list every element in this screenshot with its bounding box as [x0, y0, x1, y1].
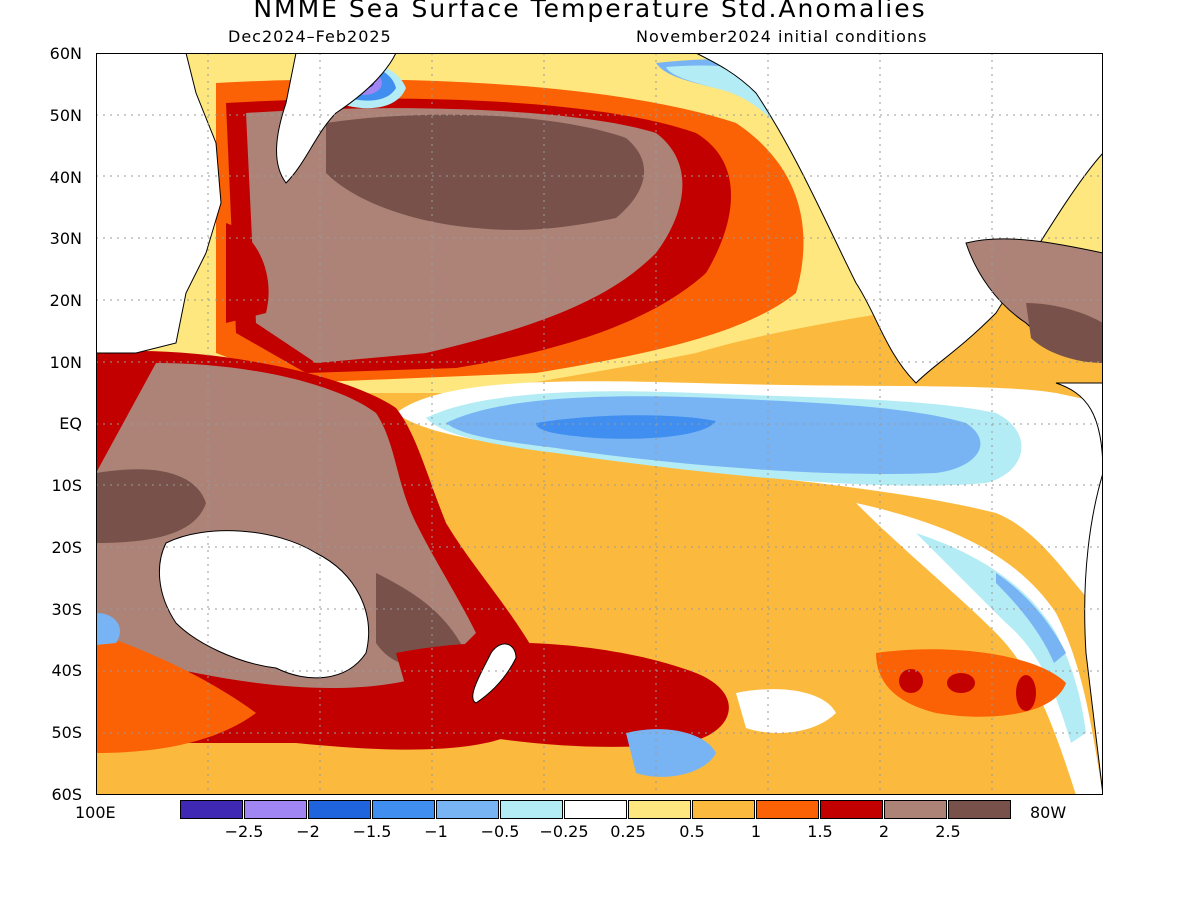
- lat-label-20s: 20S: [51, 538, 82, 557]
- lon-label-right: 80W: [1030, 803, 1067, 822]
- lat-label-50s: 50S: [51, 723, 82, 742]
- lat-label-30n: 30N: [49, 229, 82, 248]
- lat-label-20n: 20N: [49, 291, 82, 310]
- legend-label: 2.5: [935, 822, 961, 841]
- lat-label-40n: 40N: [49, 168, 82, 187]
- legend-swatch: [308, 800, 371, 819]
- map-title: NMME Sea Surface Temperature Std.Anomali…: [253, 0, 927, 23]
- legend-swatch: [948, 800, 1011, 819]
- lat-label-10s: 10S: [51, 476, 82, 495]
- lat-label-30s: 30S: [51, 600, 82, 619]
- lat-label-60s: 60S: [51, 785, 82, 804]
- lat-label-40s: 40S: [51, 661, 82, 680]
- legend-label: 1.5: [807, 822, 833, 841]
- legend-swatch: [180, 800, 243, 819]
- legend-label: 0.25: [610, 822, 646, 841]
- legend-label: −2: [296, 822, 320, 841]
- legend-swatch: [628, 800, 691, 819]
- legend-swatch: [372, 800, 435, 819]
- legend-swatch: [564, 800, 627, 819]
- lon-label-left: 100E: [75, 803, 116, 822]
- legend-swatch: [756, 800, 819, 819]
- forecast-period: Dec2024–Feb2025: [228, 27, 392, 46]
- lat-label-60n: 60N: [49, 44, 82, 63]
- legend-swatch: [884, 800, 947, 819]
- lat-label-50n: 50N: [49, 106, 82, 125]
- legend-swatch: [692, 800, 755, 819]
- legend-label: −0.25: [539, 822, 589, 841]
- legend-label: −1.5: [352, 822, 392, 841]
- color-legend: [180, 800, 1012, 819]
- legend-label: 2: [878, 822, 890, 841]
- legend-label: −2.5: [224, 822, 264, 841]
- legend-swatch: [244, 800, 307, 819]
- legend-swatch: [500, 800, 563, 819]
- legend-label: −1: [424, 822, 448, 841]
- legend-swatch: [820, 800, 883, 819]
- legend-label: −0.5: [480, 822, 520, 841]
- legend-label: 0.5: [679, 822, 705, 841]
- lat-label-eq: EQ: [59, 414, 82, 433]
- lat-label-10n: 10N: [49, 353, 82, 372]
- legend-label: 1: [750, 822, 762, 841]
- anomaly-map: [96, 53, 1103, 795]
- legend-swatch: [436, 800, 499, 819]
- initial-conditions: November2024 initial conditions: [636, 27, 928, 46]
